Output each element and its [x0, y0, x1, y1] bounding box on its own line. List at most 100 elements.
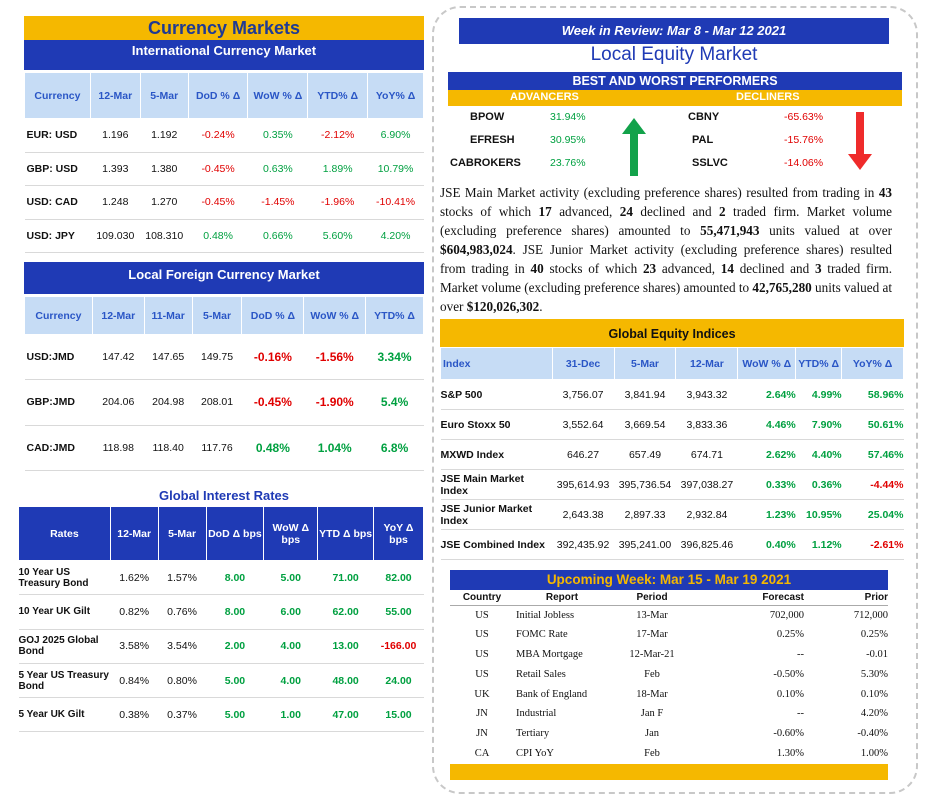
table-cell: 392,435.92 — [552, 529, 615, 560]
table-cell: 1.248 — [90, 185, 141, 220]
table-row: GBP: USD 1.393 1.380 -0.45% 0.63% 1.89% 10.79% — [24, 152, 424, 186]
table-cell: 117.76 — [192, 425, 242, 471]
arrow-down-icon — [848, 112, 872, 170]
review-frame — [432, 6, 918, 794]
table-cell: 1.270 — [140, 185, 189, 220]
table-cell: 3.54% — [158, 629, 207, 664]
table-row: JN Tertiary Jan -0.60% -0.40% — [450, 724, 888, 744]
table-cell: Retail Sales — [516, 668, 566, 680]
table-cell: Initial Jobless — [516, 609, 575, 621]
table-cell: -2.12% — [307, 118, 368, 153]
country-cell: JN — [476, 728, 488, 740]
decliner-value: -15.76% — [784, 134, 824, 146]
advancer-value: 23.76% — [550, 157, 586, 169]
interest-rates-title: Global Interest Rates — [158, 488, 290, 503]
column-header: Currency — [24, 72, 91, 119]
table-cell: 2.62% — [737, 439, 796, 470]
table-cell: 396,825.46 — [675, 529, 738, 560]
table-cell: 8.00 — [206, 594, 264, 630]
table-cell: -0.60% — [773, 728, 804, 740]
advancers-label: ADVANCERS — [510, 91, 579, 103]
table-cell: 8.00 — [206, 560, 264, 596]
table-cell: 4.46% — [737, 409, 796, 440]
table-cell: -1.90% — [303, 379, 366, 426]
table-cell: Tertiary — [516, 728, 550, 740]
local-equity-title: Local Equity Market — [590, 44, 758, 65]
row-label: USD: JPY — [24, 219, 91, 253]
table-header-row: Country Report Period Forecast Prior — [450, 590, 888, 606]
table-cell: 2.64% — [737, 379, 796, 410]
table-cell: 0.36% — [795, 469, 842, 500]
table-cell: 6.00 — [263, 594, 318, 630]
row-label: 10 Year US Treasury Bond — [18, 560, 111, 596]
table-cell: 3,669.54 — [614, 409, 676, 440]
table-cell: -0.50% — [773, 668, 804, 680]
row-label: Euro Stoxx 50 — [440, 409, 553, 440]
table-cell: 4.00 — [263, 663, 318, 699]
table-cell: -0.45% — [188, 185, 248, 220]
table-cell: -0.45% — [241, 379, 304, 426]
equity-indices-table: Index 31-Dec 5-Mar 12-Mar WoW % Δ YTD% Δ YoY% … — [440, 347, 904, 560]
table-cell: 1.00% — [860, 747, 888, 759]
table-cell: 1.23% — [737, 499, 796, 530]
column-header: Country — [450, 590, 514, 606]
table-cell: Jan F — [640, 708, 664, 720]
upcoming-week-table: Country Report Period Forecast Prior US Initi… — [450, 590, 888, 763]
table-cell: 204.98 — [144, 379, 193, 426]
table-cell: 646.27 — [552, 439, 615, 470]
table-cell: 1.12% — [795, 529, 842, 560]
table-row: JSE Main Market Index 395,614.93 395,736.5… — [440, 469, 904, 500]
table-cell: 0.25% — [776, 629, 804, 641]
column-header: YoY% Δ — [841, 347, 904, 380]
column-header: WoW % Δ — [247, 72, 309, 119]
column-header: WoW % Δ — [737, 347, 797, 380]
table-cell: -- — [797, 708, 804, 720]
table-cell: 58.96% — [841, 379, 904, 410]
table-cell: 2,897.33 — [614, 499, 676, 530]
country-cell: CA — [474, 747, 490, 759]
table-cell: 5.00 — [263, 560, 318, 596]
row-label: MXWD Index — [440, 439, 553, 470]
decliners-label: DECLINERS — [736, 91, 800, 103]
arrow-up-icon — [622, 118, 646, 176]
table-row: 10 Year UK Gilt 0.82% 0.76% 8.00 6.00 62.00 55… — [18, 594, 424, 630]
interest-rates-table: Rates 12-Mar 5-Mar DoD Δ bps WoW Δ bps YTD Δ … — [18, 506, 424, 733]
table-cell: 147.65 — [144, 334, 193, 381]
table-cell: 1.89% — [307, 152, 368, 186]
table-cell: 0.40% — [737, 529, 796, 560]
table-cell: -4.44% — [841, 469, 904, 500]
row-label: JSE Main Market Index — [440, 469, 553, 500]
row-label: GBP: USD — [24, 152, 91, 186]
row-label: USD:JMD — [24, 334, 93, 381]
table-cell: Feb — [644, 747, 660, 759]
column-header: YTD Δ bps — [317, 506, 375, 561]
column-header: 5-Mar — [191, 296, 243, 335]
country-cell: US — [475, 609, 489, 621]
column-header: Report — [514, 590, 610, 606]
table-cell: 3,943.32 — [675, 379, 738, 410]
table-cell: 712,000 — [853, 609, 888, 621]
table-row: USD: CAD 1.248 1.270 -0.45% -1.45% -1.96% -10.… — [24, 185, 424, 220]
table-cell: 147.42 — [92, 334, 145, 381]
table-cell: 118.40 — [144, 425, 193, 471]
table-cell: CPI YoY — [516, 747, 554, 759]
table-cell: 6.90% — [367, 118, 424, 153]
table-row: US MBA Mortgage 12-Mar-21 -- -0.01 — [450, 645, 888, 665]
table-cell: 0.33% — [737, 469, 796, 500]
country-cell: US — [475, 668, 489, 680]
country-cell: JN — [476, 708, 488, 720]
column-header: DoD % Δ — [187, 72, 249, 119]
table-cell: 15.00 — [373, 697, 424, 733]
table-cell: 204.06 — [92, 379, 145, 426]
market-summary-paragraph: JSE Main Market activity (excluding pref… — [440, 185, 893, 314]
table-cell: 3,552.64 — [552, 409, 615, 440]
table-cell: 17-Mar — [636, 629, 668, 641]
column-header: 12-Mar — [109, 506, 159, 561]
column-header: YoY% Δ — [367, 72, 424, 119]
table-cell: -1.56% — [303, 334, 366, 381]
week-in-review-banner: Week in Review: Mar 8 - Mar 12 2021 — [459, 18, 889, 44]
column-header: 12-Mar — [89, 72, 141, 119]
table-row: 5 Year US Treasury Bond 0.84% 0.80% 5.00 4.0… — [18, 663, 424, 699]
